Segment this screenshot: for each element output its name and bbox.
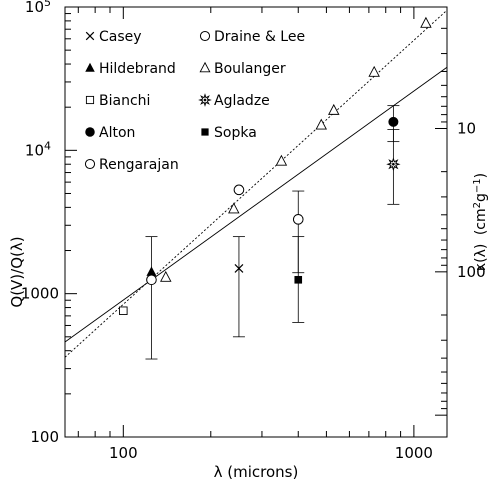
triangle-shape bbox=[420, 16, 432, 28]
data-point-boulanger bbox=[328, 103, 340, 115]
y-tick-label: 1000 bbox=[21, 285, 59, 303]
x-axis-label: λ (microns) bbox=[214, 463, 299, 481]
data-point-sopka bbox=[294, 275, 303, 284]
y-tick-label: 104 bbox=[25, 139, 51, 160]
data-point-boulanger bbox=[275, 154, 288, 166]
legend-marker-rengarajan bbox=[84, 158, 96, 170]
triangle-shape bbox=[85, 62, 95, 72]
circle-shape bbox=[84, 158, 96, 170]
star-center bbox=[392, 162, 395, 166]
legend-marker-casey bbox=[85, 31, 95, 41]
data-point-alton bbox=[388, 116, 399, 127]
legend-marker-hildebrand bbox=[85, 62, 95, 72]
square-shape bbox=[85, 95, 95, 105]
legend-marker-alton bbox=[85, 127, 95, 137]
circle-shape bbox=[292, 214, 304, 225]
triangle-shape bbox=[199, 61, 211, 73]
axis-ticks bbox=[65, 6, 447, 438]
legend-marker-draine-lee bbox=[199, 30, 211, 42]
legend-marker-agladze bbox=[198, 93, 212, 107]
legend-marker-bianchi bbox=[85, 95, 95, 105]
data-point-boulanger bbox=[228, 202, 240, 214]
legend-label-hildebrand: Hildebrand bbox=[99, 61, 176, 77]
y-tick-label: 100 bbox=[30, 428, 59, 446]
legend-label-sopka: Sopka bbox=[214, 125, 257, 141]
data-point-boulanger bbox=[368, 65, 380, 77]
unit-sup-1: 2 bbox=[472, 202, 483, 208]
data-point-draine-lee bbox=[233, 184, 245, 196]
legend-label-draine-lee: Draine & Lee bbox=[214, 29, 305, 45]
legend-label-casey: Casey bbox=[99, 29, 142, 45]
data-point-casey bbox=[234, 264, 244, 273]
cross-stroke bbox=[85, 31, 95, 41]
circle-shape bbox=[199, 30, 211, 42]
unit-end: ) bbox=[473, 173, 489, 178]
data-point-rengarajan bbox=[146, 274, 157, 286]
data-point-bianchi bbox=[119, 306, 128, 316]
legend-marker-sopka bbox=[201, 128, 209, 136]
data-point-rengarajan bbox=[292, 214, 304, 225]
triangle-shape bbox=[315, 118, 328, 130]
data-point-boulanger bbox=[420, 16, 432, 28]
triangle-shape bbox=[160, 270, 172, 282]
solid-fit-line bbox=[64, 66, 448, 343]
kappa-symbol: κ(λ) bbox=[473, 244, 489, 271]
circle-shape bbox=[388, 116, 399, 127]
triangle-shape bbox=[368, 65, 380, 77]
legend-marker-boulanger bbox=[199, 61, 211, 73]
plot-frame bbox=[64, 6, 448, 438]
data-point-agladze bbox=[386, 157, 401, 172]
circle-shape bbox=[146, 274, 157, 286]
legend-label-alton: Alton bbox=[99, 125, 135, 141]
triangle-shape bbox=[228, 202, 240, 214]
square-shape bbox=[294, 275, 303, 284]
circle-shape bbox=[233, 184, 245, 196]
y-axis-label: Q(V)/Q(λ) bbox=[8, 236, 26, 307]
triangle-shape bbox=[275, 154, 288, 166]
error-bars bbox=[145, 105, 400, 360]
data-point-boulanger bbox=[160, 270, 172, 282]
legend: Casey Draine & Lee Hildebrand Boulanger Bian… bbox=[84, 29, 305, 173]
y2-tick-label: 100 bbox=[457, 263, 486, 281]
unit-mid: g bbox=[473, 193, 489, 202]
data-point-boulanger bbox=[315, 118, 328, 130]
y2-tick-label: 10 bbox=[457, 120, 476, 138]
y-tick-label: 105 bbox=[25, 0, 51, 16]
cross-stroke bbox=[234, 264, 244, 273]
fit-lines bbox=[64, 9, 448, 358]
square-shape bbox=[119, 306, 128, 316]
unit-sup-2: −1 bbox=[472, 178, 483, 193]
x-tick-label: 1000 bbox=[395, 444, 433, 462]
legend-label-rengarajan: Rengarajan bbox=[99, 157, 179, 173]
x-tick-label: 100 bbox=[109, 444, 138, 462]
data-point-hildebrand bbox=[146, 266, 157, 276]
circle-shape bbox=[85, 127, 95, 137]
star-center bbox=[203, 98, 207, 102]
legend-label-agladze: Agladze bbox=[214, 93, 270, 109]
data-points bbox=[119, 16, 432, 316]
tick-labels: 10010001001000104105110100 bbox=[21, 0, 486, 462]
legend-label-bianchi: Bianchi bbox=[99, 93, 150, 109]
triangle-shape bbox=[146, 266, 157, 276]
legend-label-boulanger: Boulanger bbox=[214, 61, 286, 77]
triangle-shape bbox=[328, 103, 340, 115]
square-shape bbox=[201, 128, 209, 136]
right-axis-label: κ(λ) (cm2g−1) bbox=[472, 173, 490, 271]
unit-base: (cm bbox=[473, 208, 489, 235]
